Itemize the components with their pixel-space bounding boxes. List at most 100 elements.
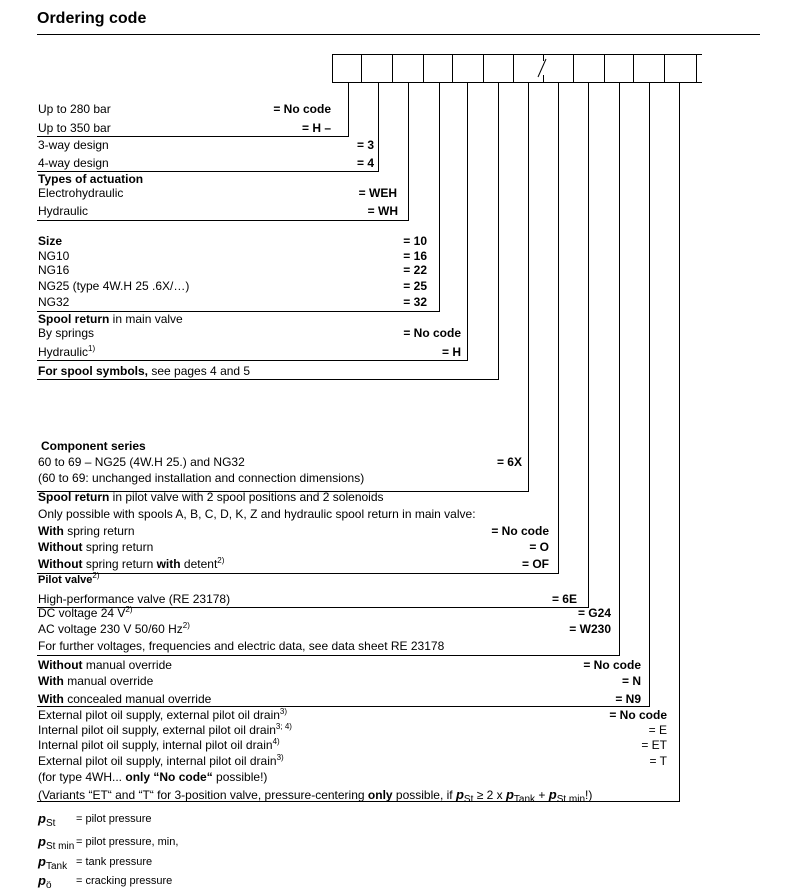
option-row: Spool return in main valve (38, 312, 183, 326)
page-title: Ordering code (37, 10, 147, 27)
row-bold: With (38, 674, 64, 688)
row-label: 3-way design (38, 138, 109, 152)
row-bold: Component series (41, 439, 146, 453)
order-code-value: = T (649, 754, 667, 768)
row-bold: Without (38, 540, 83, 554)
row-sup: 2) (92, 571, 100, 580)
row-label: manual override (82, 658, 172, 672)
option-row: External pilot oil supply, internal pilo… (38, 753, 284, 769)
symbol-subscript: St min (45, 841, 75, 852)
order-code-value: = N9 (615, 692, 641, 706)
option-row: NG25 (type 4W.H 25 .6X/…) (38, 279, 189, 293)
order-code-value: = H – (301, 121, 331, 135)
row-label: External pilot oil supply, external pilo… (38, 708, 280, 722)
row-label: For further voltages, frequencies and el… (38, 639, 445, 653)
order-code-value: = WEH (358, 186, 397, 200)
legend-text: = tank pressure (76, 856, 153, 868)
row-label: NG16 (38, 263, 70, 277)
option-row: Up to 350 bar (38, 121, 111, 135)
order-code-value: = 16 (403, 249, 427, 263)
row-bold: only “No code“ (125, 770, 213, 784)
row-label: Hydraulic (38, 345, 89, 359)
row-bold: Without (38, 658, 83, 672)
option-row: Size (38, 234, 62, 248)
row-label: see pages 4 and 5 (148, 364, 251, 378)
option-row: NG16 (38, 263, 69, 277)
row-label: High-performance valve (RE 23178) (38, 592, 231, 606)
order-code-value: = 4 (356, 156, 374, 170)
row-sup: 1) (88, 344, 96, 353)
option-row: NG32 (38, 295, 69, 309)
row-label: NG25 (type 4W.H 25 .6X/…) (38, 279, 190, 293)
order-code-value: = No code (403, 326, 461, 340)
row-label2: possible!) (212, 770, 268, 784)
row-bold: Spool return (38, 312, 110, 326)
row-label: Up to 280 bar (38, 102, 111, 116)
legend-item: pTank = tank pressure (38, 854, 152, 874)
order-code-value: = N (621, 674, 641, 688)
option-row: Internal pilot oil supply, external pilo… (38, 722, 292, 738)
option-row: Internal pilot oil supply, internal pilo… (38, 737, 280, 753)
option-row: 4-way design (38, 156, 109, 170)
row-bold: Pilot valve (38, 574, 93, 586)
order-code-value: = 10 (403, 234, 427, 248)
option-row: Component series (41, 439, 146, 453)
row-sup: 3) (276, 753, 284, 762)
row-bold: With (38, 524, 64, 538)
legend-text: = cracking pressure (76, 875, 173, 887)
option-row: (60 to 69: unchanged installation and co… (38, 471, 364, 485)
row-sup: 2) (182, 621, 190, 630)
row-sup: 2) (217, 556, 225, 565)
row-sup: 4) (272, 737, 280, 746)
option-row: 3-way design (38, 138, 109, 152)
row-label: spring return (82, 540, 154, 554)
order-code-value: = 32 (403, 295, 427, 309)
row-label: External pilot oil supply, internal pilo… (38, 754, 277, 768)
row-bold: Spool return (38, 490, 110, 504)
option-row: Pilot valve2) (38, 571, 100, 587)
option-row: With manual override (38, 674, 153, 688)
symbol: p (38, 854, 46, 869)
order-code-value: = 6E (551, 592, 577, 606)
row-label: NG32 (38, 295, 70, 309)
option-row: External pilot oil supply, external pilo… (38, 708, 287, 723)
row-bold: For spool symbols, (38, 364, 149, 378)
order-code-value: = G24 (577, 606, 611, 620)
row-bold: Types of actuation (38, 172, 144, 186)
slash-mark (537, 58, 547, 78)
symbol-subscript: ö (45, 880, 52, 890)
row-sup: 3; 4) (275, 722, 292, 731)
order-code-value: = H (441, 345, 461, 359)
option-row: For spool symbols, see pages 4 and 5 (38, 364, 250, 378)
row-label: Hydraulic (38, 204, 89, 218)
order-code-value: = No code (273, 102, 331, 116)
option-row: Up to 280 bar (38, 102, 111, 116)
row-label: in pilot valve with 2 spool positions an… (109, 490, 384, 504)
option-row: Spool return in pilot valve with 2 spool… (38, 490, 384, 504)
row-label: 60 to 69 – NG25 (4W.H 25.) and NG32 (38, 455, 245, 469)
variants-note: (Variants “ET“ and “T“ for 3-position va… (38, 787, 593, 806)
order-code-value: = 3 (356, 138, 374, 152)
order-code-value: = OF (521, 557, 549, 571)
option-row: (for type 4WH... only “No code“ possible… (38, 770, 267, 784)
option-row: Electrohydraulic (38, 186, 123, 200)
legend-text: = pilot pressure (76, 813, 152, 825)
option-row: Without manual override (38, 658, 172, 672)
order-code-value: = ET (641, 738, 667, 752)
symbol: p (38, 834, 46, 849)
symbol-subscript: St (45, 818, 56, 829)
row-bold: Without (38, 557, 83, 571)
row-bold2: with (156, 557, 181, 571)
row-label: (for type 4WH... (38, 770, 126, 784)
row-label: Up to 350 bar (38, 121, 111, 135)
row-label: By springs (38, 326, 95, 340)
row-bold: With (38, 692, 64, 706)
option-row: DC voltage 24 V2) (38, 606, 133, 621)
legend-item: pSt = pilot pressure (38, 812, 152, 831)
row-bold: Size (38, 234, 63, 248)
row-label: concealed manual override (63, 692, 212, 706)
row-label: DC voltage 24 V (38, 606, 126, 620)
row-label2: detent (180, 557, 218, 571)
